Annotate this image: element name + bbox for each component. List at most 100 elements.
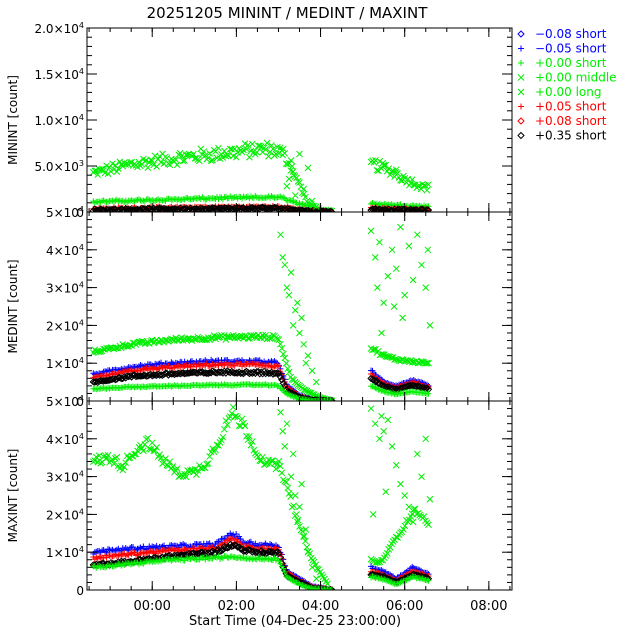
data-point	[408, 358, 416, 366]
data-point	[244, 542, 251, 549]
data-point	[113, 453, 121, 461]
data-point	[113, 546, 120, 553]
data-point	[118, 198, 125, 205]
data-point	[184, 195, 191, 202]
data-point	[225, 368, 233, 376]
data-point	[173, 161, 181, 169]
data-point	[418, 473, 425, 480]
data-point	[423, 205, 431, 212]
data-point	[228, 145, 236, 153]
data-point	[296, 329, 303, 337]
y-axis-label: MEDINT [count]	[6, 259, 20, 353]
data-point	[420, 513, 428, 520]
data-point	[243, 432, 250, 440]
legend-marker	[518, 45, 524, 52]
data-point	[276, 373, 285, 381]
data-point	[110, 563, 117, 570]
data-point	[280, 194, 287, 201]
data-point	[212, 553, 219, 560]
y-tick-label: 3×104	[46, 470, 84, 485]
data-point	[299, 527, 306, 535]
y-tick-label: 2×104	[46, 318, 84, 333]
data-point	[293, 174, 300, 182]
data-point	[282, 360, 290, 367]
legend-label: −0.08 short	[535, 27, 607, 41]
data-point	[367, 405, 375, 412]
data-point	[277, 462, 284, 470]
data-point	[135, 196, 142, 203]
data-point	[371, 420, 379, 428]
data-point	[243, 194, 250, 201]
data-point	[238, 545, 246, 553]
data-point	[215, 144, 222, 152]
data-point	[249, 438, 256, 445]
data-point	[397, 176, 404, 184]
data-point	[212, 446, 219, 454]
data-point	[284, 484, 292, 492]
data-point	[401, 522, 409, 530]
data-point	[228, 553, 235, 560]
y-axis-label: MAXINT [count]	[6, 449, 20, 543]
data-point	[373, 166, 381, 174]
legend-label: +0.08 short	[535, 114, 607, 128]
data-point	[373, 284, 381, 291]
data-point	[140, 197, 147, 204]
y-tick-label: 5×104	[46, 205, 84, 220]
data-point	[187, 382, 194, 389]
data-markers	[89, 223, 434, 401]
data-point	[119, 384, 126, 391]
data-point	[118, 562, 125, 569]
y-tick-label: 3×104	[46, 281, 84, 296]
y-tick-label: 4×104	[46, 432, 84, 447]
y-tick-label: 2×104	[46, 507, 84, 522]
data-point	[169, 383, 176, 390]
data-point	[203, 554, 210, 561]
data-point	[302, 526, 310, 533]
data-point	[233, 543, 242, 551]
data-point	[370, 384, 377, 391]
data-point	[293, 394, 300, 401]
data-point	[373, 385, 380, 392]
data-point	[172, 156, 180, 164]
y-tick-label: 0	[76, 395, 84, 409]
data-point	[388, 354, 396, 362]
legend-marker	[518, 103, 524, 110]
data-point	[326, 585, 335, 590]
y-axis-label: MININT [count]	[6, 75, 20, 165]
data-point	[294, 516, 302, 524]
data-point	[392, 461, 400, 469]
data-point	[379, 206, 387, 212]
data-point	[325, 396, 333, 401]
data-point	[200, 361, 207, 368]
data-point	[105, 198, 112, 205]
data-point	[311, 398, 318, 401]
data-point	[312, 378, 320, 386]
data-point	[137, 544, 144, 551]
data-point	[272, 382, 279, 389]
data-point	[413, 450, 421, 458]
x-tick-label: 00:00	[133, 599, 170, 614]
data-point	[385, 578, 392, 585]
data-point	[110, 460, 118, 468]
data-point	[380, 427, 388, 435]
data-point	[162, 364, 169, 371]
data-point	[287, 473, 295, 480]
data-markers	[89, 139, 433, 212]
data-point	[272, 465, 280, 473]
data-point	[303, 583, 310, 590]
data-point	[274, 335, 281, 343]
data-point	[319, 207, 327, 212]
data-point	[229, 403, 237, 411]
data-point	[240, 554, 247, 561]
data-point	[408, 176, 416, 183]
data-point	[367, 227, 375, 235]
data-point	[308, 367, 316, 375]
data-point	[369, 511, 377, 518]
data-point	[123, 205, 131, 212]
data-point	[275, 336, 283, 344]
data-point	[135, 158, 143, 166]
legend-item: −0.08 short	[517, 27, 607, 41]
data-point	[182, 473, 190, 481]
data-point	[247, 368, 255, 377]
y-tick-label: 5.0×103	[34, 159, 84, 174]
